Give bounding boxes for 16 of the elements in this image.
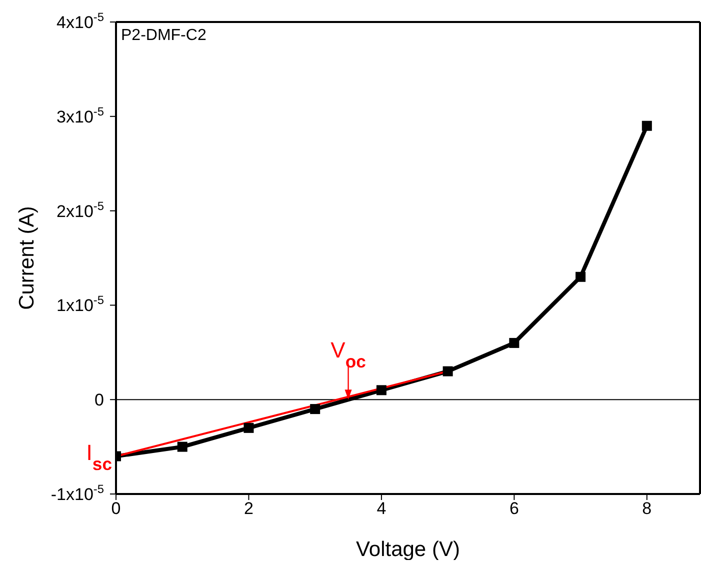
annotation: P2-DMF-C2 bbox=[121, 27, 206, 45]
x-tick-label: 2 bbox=[244, 499, 254, 518]
annotation: V$_{oc}$ bbox=[330, 338, 366, 372]
y-tick-label: -1x10$^{-5}$ bbox=[50, 482, 104, 504]
y-tick-label: 1x10$^{-5}$ bbox=[56, 293, 104, 316]
y-tick-label: 4x10$^{-5}$ bbox=[56, 10, 104, 32]
x-tick-label: 8 bbox=[642, 499, 652, 518]
y-tick-label: 2x10$^{-5}$ bbox=[56, 198, 104, 221]
x-tick-label: 6 bbox=[509, 499, 519, 518]
annotation: I$_{sc}$ bbox=[86, 440, 112, 474]
x-tick-label: 4 bbox=[376, 499, 386, 518]
y-axis-title: Current (A) bbox=[15, 206, 38, 310]
x-tick-label: 0 bbox=[111, 499, 121, 518]
y-tick-label: 0 bbox=[94, 390, 104, 410]
x-axis-title: Voltage (V) bbox=[356, 538, 460, 561]
y-tick-label: 3x10$^{-5}$ bbox=[56, 104, 104, 126]
